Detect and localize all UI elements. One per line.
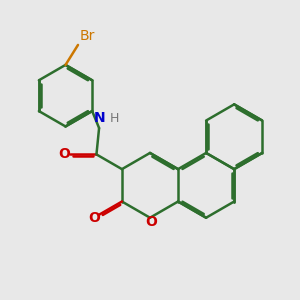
- Text: N: N: [93, 111, 105, 125]
- Text: Br: Br: [80, 29, 95, 44]
- Text: H: H: [110, 112, 119, 125]
- Text: O: O: [146, 215, 158, 229]
- Text: O: O: [88, 211, 101, 225]
- Text: O: O: [58, 147, 70, 161]
